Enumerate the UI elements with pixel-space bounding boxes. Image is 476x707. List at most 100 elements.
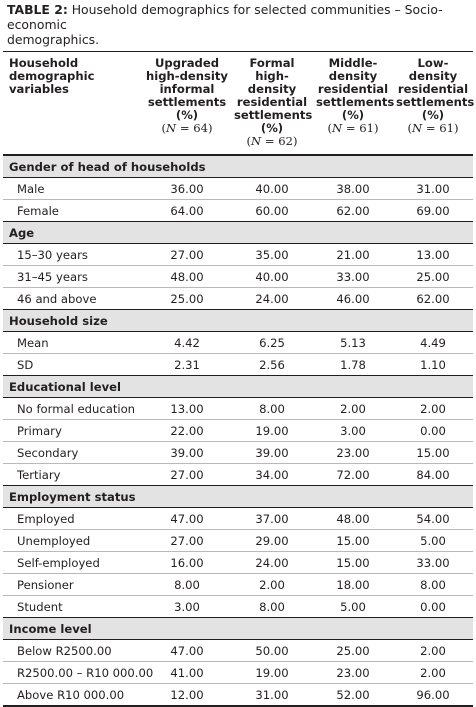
- row-value: 8.00: [143, 573, 231, 596]
- table-row: No formal education 13.00 8.00 2.00 2.00: [3, 397, 473, 420]
- row-value: 2.00: [393, 639, 473, 662]
- row-value: 40.00: [231, 177, 313, 200]
- row-label: Mean: [3, 331, 143, 354]
- header-col-title: Upgraded high-density informal settlemen…: [146, 56, 228, 122]
- header-col-upgraded: Upgraded high-density informal settlemen…: [143, 52, 231, 156]
- table-row: Employed 47.00 37.00 48.00 54.00: [3, 507, 473, 530]
- header-col-low: Low- density residential settlements (%)…: [393, 52, 474, 156]
- row-value: 24.00: [255, 291, 289, 306]
- row-value: 60.00: [255, 203, 289, 218]
- row-label: Pensioner: [3, 573, 143, 596]
- row-value: 19.00: [231, 661, 313, 684]
- section-header-row: Employment status: [3, 485, 473, 508]
- section-header-row: Gender of head of households: [3, 154, 473, 178]
- row-value: 0.00: [420, 599, 446, 614]
- section-title: Household size: [3, 309, 473, 332]
- row-label: Self-employed: [3, 551, 143, 574]
- row-label: Unemployed: [3, 529, 143, 552]
- row-value: 64.00: [170, 203, 204, 218]
- row-label: No formal education: [3, 397, 143, 420]
- row-value: 84.00: [416, 467, 450, 482]
- row-value: 25.00: [393, 265, 473, 288]
- row-value: 4.49: [393, 331, 473, 354]
- row-value: 69.00: [416, 203, 450, 218]
- row-value: 47.00: [143, 507, 231, 530]
- row-value: 15.00: [393, 441, 473, 464]
- row-value: 36.00: [143, 177, 231, 200]
- row-value: 23.00: [313, 441, 393, 464]
- row-label: Male: [3, 177, 143, 200]
- row-value: 33.00: [393, 551, 473, 574]
- row-label: Female: [17, 203, 59, 218]
- row-value: 8.00: [231, 397, 313, 420]
- section-header-row: Educational level: [3, 375, 473, 398]
- row-value: 15.00: [313, 529, 393, 552]
- row-value: 8.00: [393, 573, 473, 596]
- table-caption: TABLE 2: Household demographics for sele…: [7, 2, 473, 47]
- row-value: 21.00: [313, 243, 393, 266]
- row-value: 39.00: [231, 441, 313, 464]
- row-label: Tertiary: [17, 467, 61, 482]
- row-value: 48.00: [143, 265, 231, 288]
- row-value: 33.00: [313, 265, 393, 288]
- table-row: Tertiary 27.00 34.00 72.00 84.00: [3, 464, 473, 486]
- row-value: 5.00: [340, 599, 366, 614]
- row-value: 34.00: [255, 467, 289, 482]
- row-value: 27.00: [143, 243, 231, 266]
- row-value: 29.00: [231, 529, 313, 552]
- row-value: 72.00: [336, 467, 370, 482]
- row-label: Primary: [3, 419, 143, 442]
- table-body: Gender of head of households Male 36.00 40.…: [3, 154, 473, 707]
- row-label: 46 and above: [17, 291, 97, 306]
- row-value: 3.00: [313, 419, 393, 442]
- row-label: R2500.00 – R10 000.00: [3, 661, 153, 684]
- header-col-n: (N = 61): [327, 121, 379, 135]
- row-value: 1.10: [420, 357, 446, 372]
- section-title: Employment status: [3, 485, 473, 508]
- row-value: 40.00: [231, 265, 313, 288]
- row-value: 2.31: [174, 357, 200, 372]
- row-value: 4.42: [143, 331, 231, 354]
- row-label: Above R10 000.00: [3, 683, 143, 707]
- row-value: 6.25: [231, 331, 313, 354]
- row-value: 3.00: [174, 599, 200, 614]
- table-row: Self-employed 16.00 24.00 15.00 33.00: [3, 551, 473, 574]
- table-row: Unemployed 27.00 29.00 15.00 5.00: [3, 529, 473, 552]
- row-value: 50.00: [231, 639, 313, 662]
- table-header: Household demographic variables Upgraded…: [3, 51, 474, 156]
- row-value: 2.00: [313, 397, 393, 420]
- table-row: Male 36.00 40.00 38.00 31.00: [3, 177, 473, 200]
- header-col-n: (N = 61): [407, 121, 459, 135]
- row-value: 2.00: [393, 661, 473, 684]
- section-title: Age: [3, 221, 473, 244]
- header-col-title: Middle- density residential settlements …: [316, 56, 395, 122]
- row-value: 27.00: [170, 467, 204, 482]
- row-label: Secondary: [3, 441, 143, 464]
- header-col-formal: Formal high-density residential settleme…: [231, 52, 313, 156]
- table-row: Pensioner 8.00 2.00 18.00 8.00: [3, 573, 473, 596]
- row-value: 8.00: [259, 599, 285, 614]
- row-value: 2.00: [231, 573, 313, 596]
- row-value: 62.00: [336, 203, 370, 218]
- row-value: 47.00: [143, 639, 231, 662]
- table-row: 15–30 years 27.00 35.00 21.00 13.00: [3, 243, 473, 266]
- section-title: Gender of head of households: [3, 154, 473, 178]
- row-value: 96.00: [393, 683, 473, 707]
- section-title: Income level: [3, 617, 473, 640]
- row-value: 25.00: [170, 291, 204, 306]
- section-header-row: Household size: [3, 309, 473, 332]
- row-value: 31.00: [393, 177, 473, 200]
- section-title: Educational level: [3, 375, 473, 398]
- row-value: 23.00: [313, 661, 393, 684]
- table-row: 46 and above 25.00 24.00 46.00 62.00: [3, 288, 473, 310]
- table-caption-text: Household demographics for selected comm…: [7, 2, 443, 47]
- table-row: Secondary 39.00 39.00 23.00 15.00: [3, 441, 473, 464]
- table-row: Below R2500.00 47.00 50.00 25.00 2.00: [3, 639, 473, 662]
- row-value: 39.00: [143, 441, 231, 464]
- table-row: Female 64.00 60.00 62.00 69.00: [3, 200, 473, 222]
- row-value: 18.00: [313, 573, 393, 596]
- row-value: 0.00: [393, 419, 473, 442]
- header-col-title: Formal high-density residential settleme…: [234, 56, 313, 135]
- row-value: 52.00: [313, 683, 393, 707]
